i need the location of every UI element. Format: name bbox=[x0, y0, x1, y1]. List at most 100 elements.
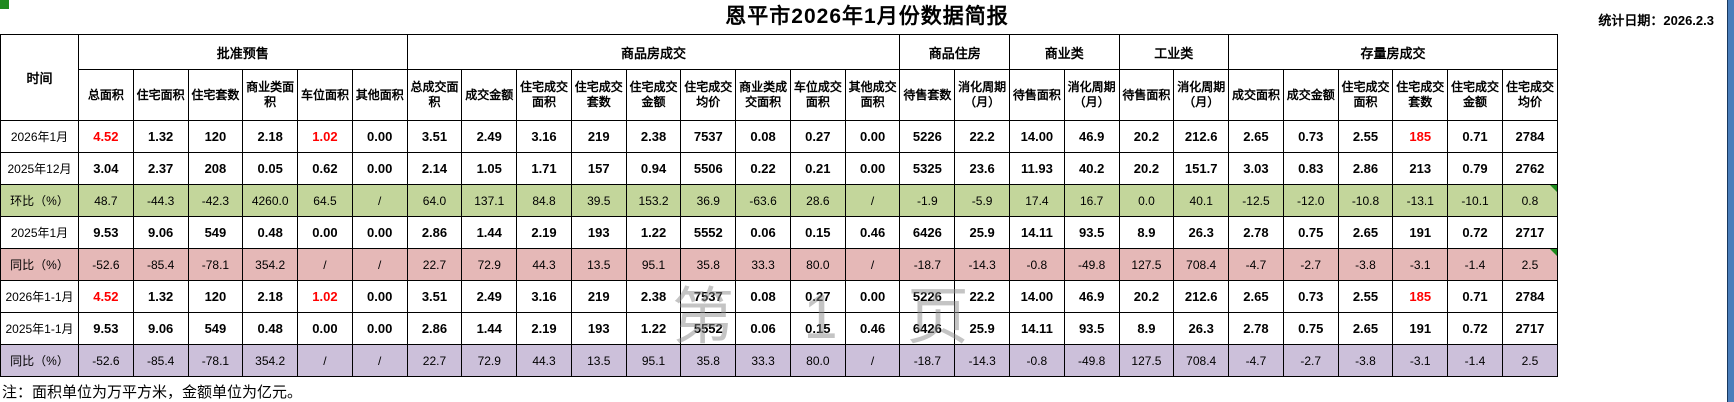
table-cell: 1.44 bbox=[461, 216, 518, 249]
column-header: 消化周期（月） bbox=[1173, 69, 1230, 121]
table-cell: 0.72 bbox=[1447, 312, 1503, 345]
report-table: 时间 批准预售 商品房成交 商品住房 商业类 工业类 存量房成交 总面积 住宅面积 住宅套数 商业类… bbox=[0, 34, 1559, 377]
table-cell: 354.2 bbox=[242, 344, 299, 377]
table-cell: 1.32 bbox=[132, 120, 189, 153]
table-cell: 4.52 bbox=[78, 120, 134, 153]
table-cell: 549 bbox=[187, 216, 244, 249]
column-header: 车位成交面积 bbox=[789, 69, 846, 121]
table-cell: 0.27 bbox=[789, 120, 846, 153]
table-cell: 0.08 bbox=[735, 120, 791, 153]
table-cell: 219 bbox=[570, 280, 627, 313]
column-header: 总面积 bbox=[78, 69, 134, 121]
table-cell: 2.5 bbox=[1501, 248, 1559, 281]
table-cell: 9.53 bbox=[78, 312, 134, 345]
table-cell: 0.00 bbox=[351, 280, 408, 313]
table-cell: 2.55 bbox=[1337, 120, 1394, 153]
table-cell: 22.2 bbox=[954, 120, 1011, 153]
table-cell: 64.5 bbox=[297, 184, 353, 217]
table-cell: 2.18 bbox=[242, 280, 299, 313]
table-cell: 0.62 bbox=[297, 152, 353, 185]
table-cell: 80.0 bbox=[789, 248, 846, 281]
col-header-time: 时间 bbox=[0, 34, 79, 121]
table-cell: 64.0 bbox=[406, 184, 463, 217]
table-cell: 33.3 bbox=[735, 344, 791, 377]
table-row: 2026年1月 4.52 1.32 120 2.18 1.02 0.00 3.51 2.49 3.… bbox=[0, 120, 1559, 153]
column-group-header: 批准预售 bbox=[78, 34, 408, 70]
table-cell: 212.6 bbox=[1173, 280, 1230, 313]
table-cell: -3.8 bbox=[1337, 248, 1394, 281]
table-cell: 0.06 bbox=[735, 312, 791, 345]
table-cell: 25.9 bbox=[954, 312, 1011, 345]
title-bar: 恩平市2026年1月份数据简报 统计日期：2026.2.3 bbox=[0, 0, 1734, 34]
table-cell: 80.0 bbox=[789, 344, 846, 377]
table-cell: 40.1 bbox=[1173, 184, 1230, 217]
table-cell: 48.7 bbox=[78, 184, 134, 217]
table-cell: 35.8 bbox=[680, 344, 737, 377]
row-header: 2025年12月 bbox=[0, 152, 79, 185]
table-cell: -4.7 bbox=[1228, 344, 1284, 377]
table-cell: 2784 bbox=[1501, 280, 1559, 313]
column-header: 住宅成交面积 bbox=[516, 69, 572, 121]
table-cell: -85.4 bbox=[132, 344, 189, 377]
table-cell: 153.2 bbox=[625, 184, 682, 217]
table-cell: 157 bbox=[570, 152, 627, 185]
table-cell: 0.79 bbox=[1447, 152, 1503, 185]
table-cell: -3.8 bbox=[1337, 344, 1394, 377]
table-cell: 6426 bbox=[899, 216, 956, 249]
table-cell: 0.05 bbox=[242, 152, 299, 185]
table-cell: -2.7 bbox=[1282, 248, 1339, 281]
table-cell: 22.7 bbox=[406, 248, 463, 281]
table-cell: 5226 bbox=[899, 280, 956, 313]
table-cell: 0.48 bbox=[242, 216, 299, 249]
table-cell: -44.3 bbox=[132, 184, 189, 217]
table-cell: 2784 bbox=[1501, 120, 1559, 153]
table-cell: 2.65 bbox=[1337, 216, 1394, 249]
table-cell: 25.9 bbox=[954, 216, 1011, 249]
table-cell: -2.7 bbox=[1282, 344, 1339, 377]
table-cell: 0.22 bbox=[735, 152, 791, 185]
column-header: 成交金额 bbox=[1282, 69, 1339, 121]
table-row: 2025年12月 3.04 2.37 208 0.05 0.62 0.00 2.14 1.05 1… bbox=[0, 152, 1559, 185]
table-cell: -10.8 bbox=[1337, 184, 1394, 217]
table-cell: 191 bbox=[1392, 312, 1449, 345]
table-cell: 17.4 bbox=[1009, 184, 1065, 217]
table-cell: 2.55 bbox=[1337, 280, 1394, 313]
table-cell: 0.00 bbox=[844, 280, 901, 313]
column-header: 住宅成交面积 bbox=[1337, 69, 1394, 121]
table-cell: -42.3 bbox=[187, 184, 244, 217]
table-cell: 20.2 bbox=[1118, 152, 1175, 185]
table-cell: 4260.0 bbox=[242, 184, 299, 217]
table-cell: 0.00 bbox=[351, 312, 408, 345]
table-cell: 3.03 bbox=[1228, 152, 1284, 185]
column-header: 总成交面积 bbox=[406, 69, 463, 121]
table-cell: 44.3 bbox=[516, 344, 572, 377]
column-header: 住宅成交金额 bbox=[1447, 69, 1503, 121]
column-header: 住宅成交套数 bbox=[1392, 69, 1449, 121]
table-cell: 5552 bbox=[680, 312, 737, 345]
table-cell: 46.9 bbox=[1063, 280, 1120, 313]
column-header: 待售套数 bbox=[899, 69, 956, 121]
column-group-header: 商品房成交 bbox=[406, 34, 901, 70]
footnote: 注：面积单位为万平方米，金额单位为亿元。 bbox=[2, 384, 303, 401]
table-cell: 4.52 bbox=[78, 280, 134, 313]
table-cell: / bbox=[351, 344, 408, 377]
table-cell: -52.6 bbox=[78, 248, 134, 281]
table-cell: 26.3 bbox=[1173, 312, 1230, 345]
table-cell: 72.9 bbox=[461, 344, 518, 377]
table-cell: -4.7 bbox=[1228, 248, 1284, 281]
table-cell: -49.8 bbox=[1063, 248, 1120, 281]
table-cell: 2.5 bbox=[1501, 344, 1559, 377]
table-cell: 16.7 bbox=[1063, 184, 1120, 217]
table-cell: 708.4 bbox=[1173, 248, 1230, 281]
table-cell: -5.9 bbox=[954, 184, 1011, 217]
table-cell: 1.05 bbox=[461, 152, 518, 185]
table-cell: 93.5 bbox=[1063, 312, 1120, 345]
table-cell: 1.22 bbox=[625, 312, 682, 345]
table-cell: 14.11 bbox=[1009, 216, 1065, 249]
table-cell: -14.3 bbox=[954, 344, 1011, 377]
table-cell: 2.38 bbox=[625, 120, 682, 153]
table-cell: -0.8 bbox=[1009, 344, 1065, 377]
table-cell: 2.49 bbox=[461, 280, 518, 313]
table-row: 同比（%） -52.6 -85.4 -78.1 354.2//22.7 72.9 44.3 1… bbox=[0, 248, 1559, 281]
green-corner-mark bbox=[0, 0, 9, 9]
